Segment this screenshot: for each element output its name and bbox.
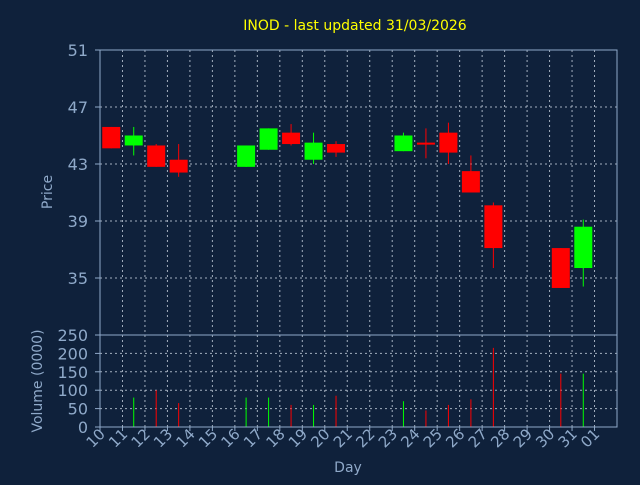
x-axis-label: Day <box>334 460 362 476</box>
volume-tick-label: 250 <box>57 326 88 345</box>
candle-body <box>124 135 143 146</box>
candle-body <box>282 132 301 145</box>
price-tick-label: 43 <box>68 155 88 174</box>
candle-body <box>259 128 278 150</box>
price-axis-label: Price <box>40 175 56 209</box>
candle-body <box>416 142 435 145</box>
candle-body <box>439 132 458 153</box>
candle-layer <box>102 122 593 288</box>
candle-body <box>461 171 480 193</box>
candle-body <box>304 142 323 160</box>
candle-body <box>327 144 346 153</box>
volume-tick-label: 100 <box>57 381 88 400</box>
price-tick-label: 47 <box>68 98 88 117</box>
candle-body <box>484 205 503 249</box>
volume-axis-label: Volume (0000) <box>30 329 46 432</box>
volume-tick-label: 200 <box>57 344 88 363</box>
volume-tick-label: 0 <box>78 418 88 437</box>
candle-body <box>574 226 593 269</box>
price-tick-label: 39 <box>68 212 88 231</box>
price-tick-label: 35 <box>68 269 88 288</box>
volume-tick-label: 50 <box>68 400 88 419</box>
candle-body <box>147 145 166 167</box>
price-tick-label: 51 <box>68 41 88 60</box>
candle-body <box>551 248 570 288</box>
candle-body <box>169 159 188 173</box>
volume-tick-label: 150 <box>57 363 88 382</box>
candle-body <box>102 126 121 149</box>
candle-body <box>237 145 256 167</box>
volume-panel-frame <box>99 334 618 428</box>
chart-title: INOD - last updated 31/03/2026 <box>243 18 467 34</box>
candle-body <box>394 135 413 152</box>
volume-layer <box>133 347 584 427</box>
